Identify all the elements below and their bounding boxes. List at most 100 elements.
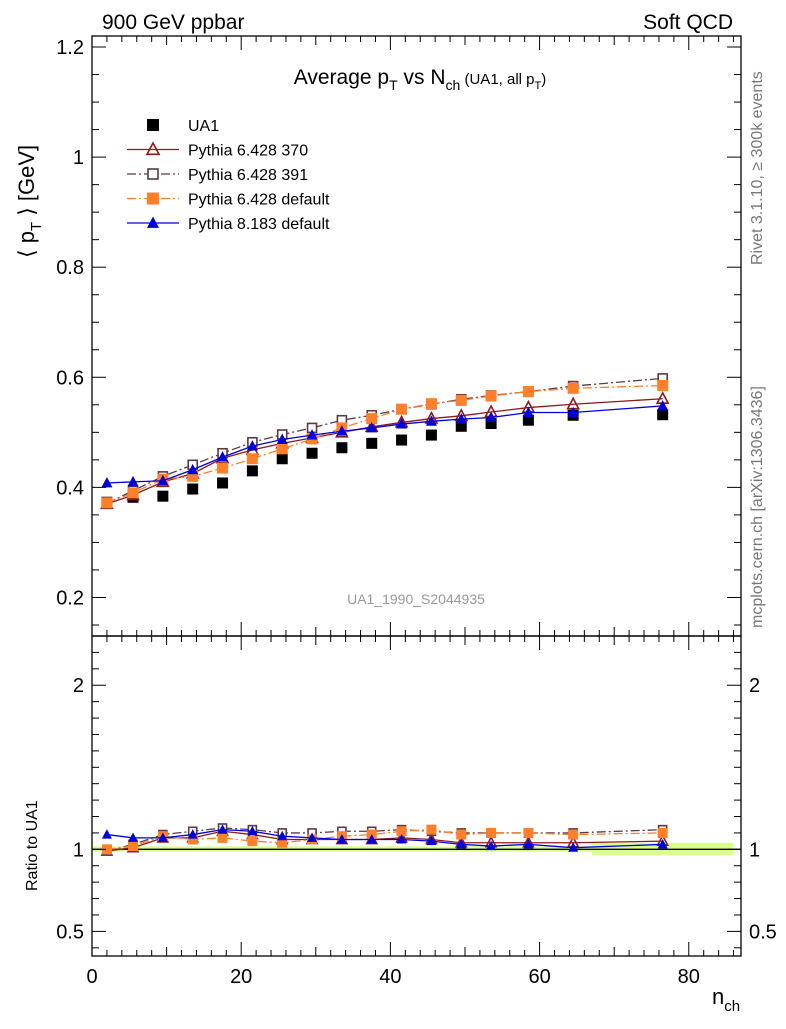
main-ytick-label: 1 [73, 147, 84, 169]
mcplots-label: mcplots.cern.ch [arXiv:1306.3436] [749, 386, 766, 628]
rivet-label: Rivet 3.1.10, ≥ 300k events [749, 71, 766, 265]
ratio-point [187, 834, 198, 845]
data-point [366, 437, 378, 449]
ratio-point [307, 832, 318, 842]
data-point [485, 390, 497, 402]
data-point [127, 487, 139, 499]
data-point [101, 477, 113, 488]
ratio-ytick-label-right: 2 [749, 675, 760, 697]
ratio-point [568, 829, 579, 840]
xtick-label: 60 [528, 966, 550, 988]
ratio-point [523, 839, 534, 849]
data-point [567, 406, 579, 417]
data-point [246, 440, 258, 451]
ratio-series-3 [101, 824, 668, 852]
ratio-point [217, 824, 228, 834]
data-point [217, 462, 229, 474]
ratio-ytick-label-right: 1 [749, 839, 760, 861]
ratio-point [187, 829, 198, 839]
legend-entry-2: Pythia 6.428 391 [127, 167, 308, 184]
series-0 [101, 409, 669, 508]
main-title: Average pT vs Nch (UA1, all pT) [294, 66, 547, 93]
data-point [657, 380, 669, 392]
ratio-point [657, 839, 668, 849]
ratio-ytick-label: 1 [73, 839, 84, 861]
ratio-point [486, 827, 497, 838]
ratio-series-group [100, 823, 670, 856]
data-point [336, 442, 348, 454]
ratio-ytick-label: 2 [73, 675, 84, 697]
legend-label: Pythia 8.183 default [188, 216, 330, 233]
data-point [157, 474, 169, 486]
data-point [246, 453, 258, 465]
data-point [366, 421, 378, 433]
data-point [396, 403, 408, 415]
ratio-point [217, 832, 228, 843]
ratio-point [128, 841, 139, 852]
data-point [425, 398, 437, 410]
main-ytick-label: 0.2 [56, 587, 84, 609]
data-point [485, 418, 497, 430]
main-ytick-label: 0.4 [56, 477, 84, 499]
main-ylabel: ⟨ pT ⟩ [GeV] [14, 145, 45, 258]
legend-marker [145, 141, 161, 156]
data-point [396, 434, 408, 446]
ratio-point [101, 829, 112, 839]
legend-entry-1: Pythia 6.428 370 [127, 141, 308, 160]
ratio-ytick-label: 0.5 [56, 921, 84, 943]
ratio-point [486, 840, 497, 851]
main-ytick-label: 0.6 [56, 367, 84, 389]
ratio-point [247, 825, 258, 836]
header-left: 900 GeV ppbar [102, 11, 244, 34]
legend-label: UA1 [188, 118, 219, 135]
legend-label: Pythia 6.428 default [188, 192, 330, 209]
data-point [276, 443, 288, 455]
xtick-label: 0 [86, 966, 97, 988]
legend-marker [147, 119, 159, 131]
ratio-point [101, 844, 112, 855]
ratio-line-2 [106, 828, 663, 850]
data-point [425, 415, 437, 426]
data-point [157, 490, 169, 502]
main-ytick-label: 0.8 [56, 257, 84, 279]
header-right: Soft QCD [643, 11, 733, 34]
data-point [187, 463, 199, 475]
ratio-point [523, 827, 534, 838]
legend-entry-4: Pythia 8.183 default [127, 216, 330, 233]
data-point [217, 477, 229, 489]
ratio-point [277, 830, 288, 841]
main-series-group [100, 373, 670, 510]
ratio-point [336, 834, 347, 844]
ratio-point [396, 834, 407, 844]
analysis-watermark: UA1_1990_S2044935 [347, 591, 485, 607]
axes-group: 0.2 0.4 0.6 0.8 1 1.2 0 20 40 60 80 0.5 0.5 1 1 2 2 [56, 35, 777, 988]
legend-label: Pythia 6.428 370 [188, 143, 308, 160]
ratio-point [396, 826, 407, 837]
ratio-point [456, 829, 467, 840]
legend-marker [147, 168, 159, 180]
data-point [455, 413, 467, 424]
data-point [567, 382, 579, 394]
ratio-point [366, 834, 377, 844]
xlabel: nch [712, 984, 740, 1015]
legend-marker [147, 192, 159, 205]
ratio-point [568, 842, 579, 852]
data-point [425, 429, 437, 441]
ratio-point [277, 837, 288, 848]
series-4 [101, 399, 669, 488]
data-point [396, 418, 408, 429]
ratio-frame [91, 635, 742, 957]
main-ytick-label: 1.2 [56, 37, 84, 59]
legend: UA1 Pythia 6.428 370 Pythia 6.428 391 Pythi… [127, 118, 330, 233]
ratio-ylabel: Ratio to UA1 [24, 800, 41, 891]
xtick-label: 20 [230, 966, 252, 988]
legend-entry-3: Pythia 6.428 default [127, 192, 330, 209]
data-point [246, 465, 258, 477]
data-point [522, 406, 534, 417]
data-point [276, 453, 288, 465]
ratio-point [128, 832, 139, 842]
xtick-label: 40 [379, 966, 401, 988]
ratio-point [657, 827, 668, 838]
